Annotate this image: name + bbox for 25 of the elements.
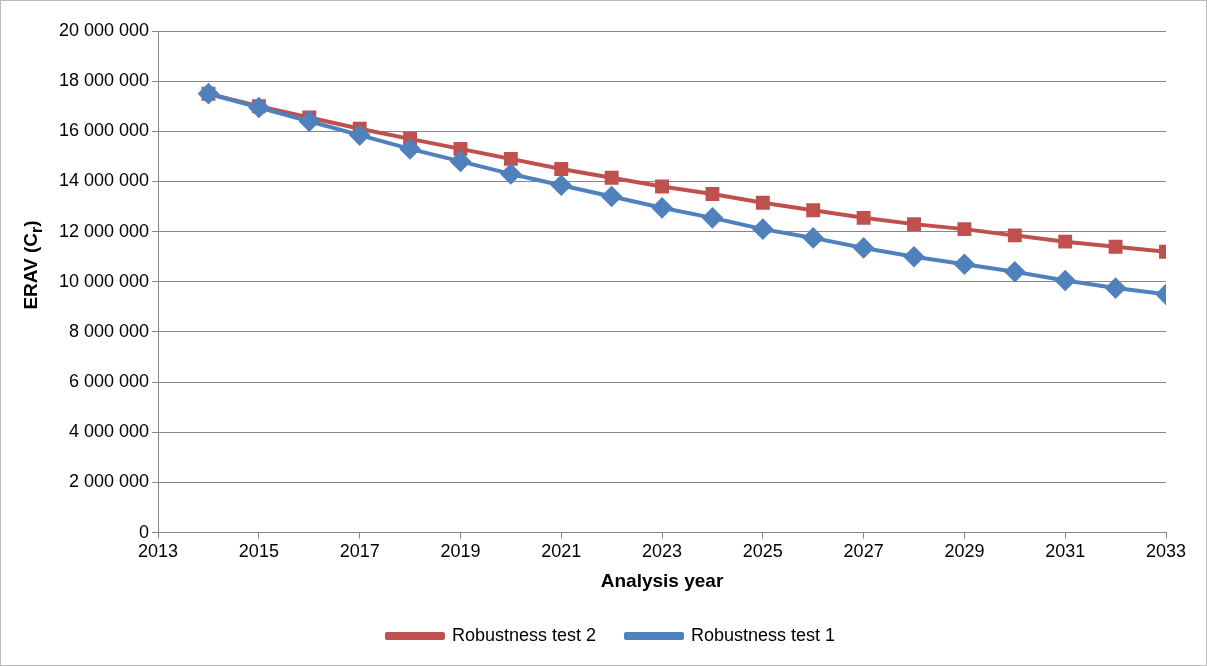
y-tick-label: 6 000 000: [69, 371, 150, 392]
x-tick-label: 2023: [642, 541, 683, 562]
x-tick-label: 2027: [843, 541, 884, 562]
y-tick-label: 2 000 000: [69, 471, 150, 492]
x-tick-label: 2029: [944, 541, 985, 562]
x-tick-label: 2017: [339, 541, 380, 562]
y-tick-label: 8 000 000: [69, 320, 150, 341]
x-tick-label: 2033: [1145, 541, 1187, 562]
legend-label: Robustness test 1: [691, 624, 836, 645]
y-tick-label: 14 000 000: [58, 170, 150, 191]
x-tick-label: 2015: [238, 541, 279, 562]
x-tick-label: 2013: [138, 541, 179, 562]
y-tick-label: 16 000 000: [58, 120, 150, 141]
y-tick-label: 10 000 000: [58, 270, 150, 291]
y-tick-label: 12 000 000: [58, 220, 150, 241]
x-tick-label: 2019: [440, 541, 481, 562]
y-tick-label: 4 000 000: [69, 421, 150, 442]
y-tick-label: 0: [139, 521, 150, 542]
legend-label: Robustness test 2: [451, 624, 597, 645]
x-tick-label: 2031: [1045, 541, 1086, 562]
x-tick-label: 2025: [742, 541, 783, 562]
y-tick-label: 20 000 000: [58, 19, 150, 40]
y-tick-label: 18 000 000: [58, 70, 150, 91]
x-axis-title: Analysis year: [600, 569, 724, 591]
x-tick-label: 2021: [541, 541, 582, 562]
